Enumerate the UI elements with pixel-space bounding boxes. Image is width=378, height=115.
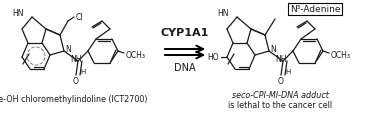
Text: OCH₃: OCH₃ [126,51,146,60]
Text: HN: HN [217,8,229,17]
Text: O: O [73,77,79,86]
Text: CYP1A1: CYP1A1 [161,28,209,38]
Text: OCH₃: OCH₃ [331,51,351,60]
Text: N: N [65,45,71,54]
Text: Cl: Cl [76,13,84,22]
Text: H: H [285,68,291,74]
Text: seco-CPI-MI-DNA adduct: seco-CPI-MI-DNA adduct [232,91,328,100]
Text: N³-Adenine: N³-Adenine [290,5,341,14]
Text: de-OH chloromethylindoline (ICT2700): de-OH chloromethylindoline (ICT2700) [0,95,147,104]
Text: is lethal to the cancer cell: is lethal to the cancer cell [228,101,332,110]
Text: HN: HN [12,8,24,17]
Text: DNA: DNA [174,62,196,72]
Text: NH: NH [71,55,82,64]
Text: N: N [270,45,276,54]
Text: H: H [81,68,86,74]
Text: HO: HO [208,53,219,62]
Text: NH: NH [276,55,287,64]
Text: O: O [278,77,284,86]
